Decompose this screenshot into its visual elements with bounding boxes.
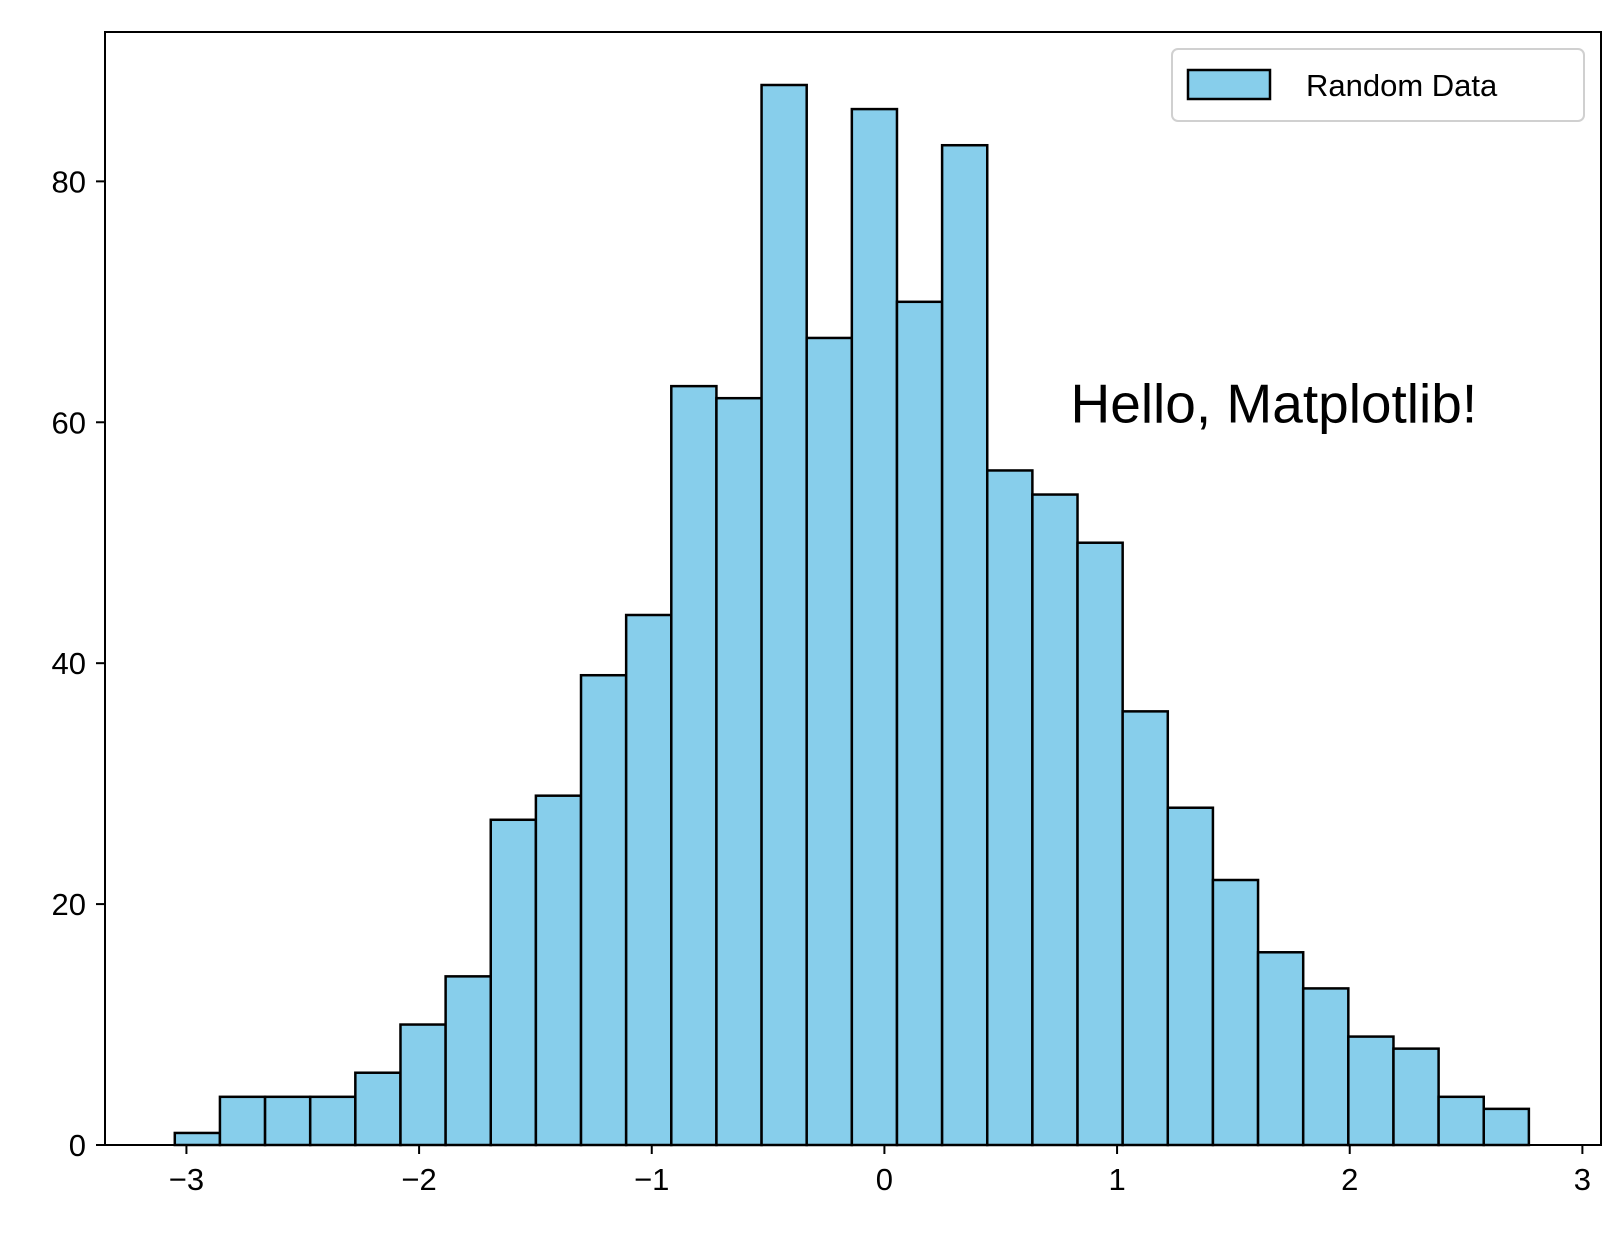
histogram-bar bbox=[1121, 710, 1170, 1147]
histogram-bar bbox=[1256, 951, 1305, 1147]
x-tick-label: 0 bbox=[876, 1162, 893, 1197]
histogram-bar bbox=[1347, 1035, 1395, 1147]
histogram-bar bbox=[760, 83, 808, 1147]
histogram-bar bbox=[1166, 806, 1215, 1147]
histogram-bar bbox=[1031, 493, 1079, 1147]
x-tick-label: 1 bbox=[1108, 1162, 1125, 1197]
histogram-bar bbox=[940, 143, 989, 1147]
histogram-bar bbox=[354, 1071, 402, 1147]
histogram-bar bbox=[805, 336, 854, 1147]
histogram-bar bbox=[895, 300, 944, 1147]
y-tick-label: 20 bbox=[52, 887, 86, 922]
legend-swatch bbox=[1186, 68, 1272, 101]
x-tick-label: −3 bbox=[169, 1162, 204, 1197]
legend-box bbox=[1171, 48, 1585, 122]
histogram-bar bbox=[1211, 878, 1260, 1147]
histogram-bar bbox=[308, 1095, 357, 1147]
y-axis-ticks: 0 20 40 60 80 bbox=[52, 164, 105, 1163]
x-tick-label: −1 bbox=[634, 1162, 669, 1197]
histogram-bar bbox=[489, 818, 538, 1147]
axes-frame bbox=[104, 31, 1602, 1146]
histogram-bar bbox=[1482, 1107, 1531, 1147]
histogram-bar bbox=[1301, 987, 1350, 1147]
histogram-bar bbox=[218, 1095, 267, 1147]
y-tick-label: 0 bbox=[69, 1128, 86, 1163]
histogram-bar bbox=[534, 794, 583, 1147]
x-axis-ticks: −3 −2 −1 0 1 2 3 bbox=[169, 1145, 1591, 1197]
histogram-bar bbox=[444, 975, 492, 1147]
histogram-bar bbox=[173, 1131, 222, 1147]
x-tick-label: 2 bbox=[1341, 1162, 1358, 1197]
histogram-bar bbox=[985, 469, 1034, 1147]
histogram-bar bbox=[670, 384, 718, 1147]
bars-group bbox=[173, 83, 1531, 1147]
histogram-bar bbox=[850, 107, 899, 1147]
histogram-bar bbox=[715, 396, 763, 1147]
histogram-bar bbox=[1437, 1095, 1485, 1147]
y-tick-label: 80 bbox=[52, 164, 86, 199]
histogram-bar bbox=[1076, 541, 1124, 1147]
x-tick-label: −2 bbox=[401, 1162, 436, 1197]
histogram-bar bbox=[263, 1095, 312, 1147]
legend: Random Data bbox=[1171, 48, 1585, 122]
annotation-text: Hello, Matplotlib! bbox=[1071, 372, 1478, 434]
histogram-bar bbox=[399, 1023, 447, 1147]
histogram-bar bbox=[1392, 1047, 1440, 1147]
y-tick-label: 60 bbox=[52, 405, 86, 440]
x-tick-label: 3 bbox=[1574, 1162, 1591, 1197]
histogram-bar bbox=[579, 673, 628, 1147]
histogram-bar bbox=[624, 613, 673, 1147]
legend-label: Random Data bbox=[1306, 68, 1498, 103]
y-tick-label: 40 bbox=[52, 646, 86, 681]
